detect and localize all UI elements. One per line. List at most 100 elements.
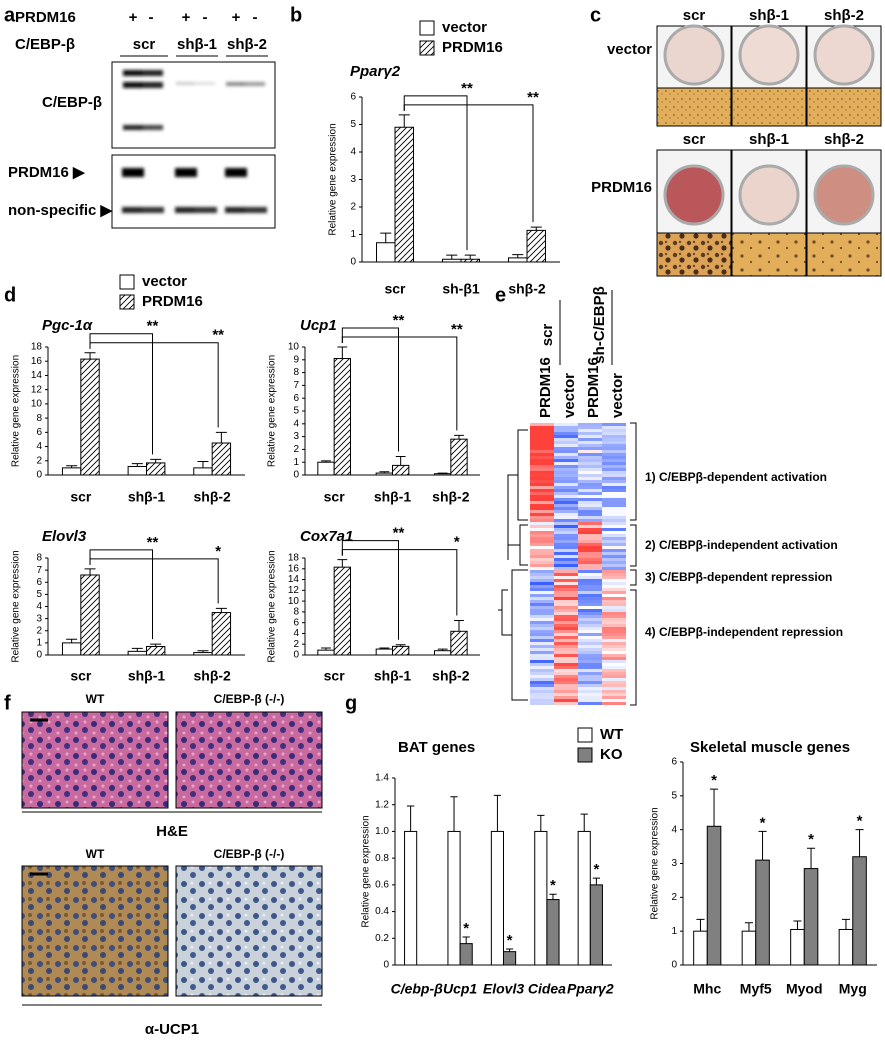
heatmap-cell [602, 528, 626, 531]
heatmap-cell [554, 462, 578, 465]
heatmap-cell [530, 435, 554, 438]
micrograph [175, 711, 323, 809]
heatmap-cell [554, 576, 578, 579]
heatmap-cell [578, 582, 602, 585]
x-tick-label: Pparγ2 [567, 981, 614, 997]
heatmap-cell [530, 459, 554, 462]
heatmap-cell [530, 483, 554, 486]
legend-swatch [119, 294, 135, 310]
error-bar [131, 647, 143, 652]
heatmap-cell [578, 600, 602, 603]
x-tick-label: scr [384, 281, 406, 297]
heatmap-cell [530, 594, 554, 597]
heatmap-cell [554, 480, 578, 483]
heatmap-cell [602, 681, 626, 684]
bar [434, 473, 452, 476]
heatmap-cell [530, 597, 554, 600]
heatmap-cell [554, 660, 578, 663]
heatmap-cell [530, 510, 554, 513]
heatmap-cell [530, 582, 554, 585]
error-bar [337, 559, 348, 568]
heatmap-cell [602, 648, 626, 651]
bar [375, 648, 393, 656]
heatmap-cell [554, 456, 578, 459]
significance-label: ** [461, 80, 473, 97]
heatmap-cell [602, 621, 626, 624]
heatmap-cell [554, 525, 578, 528]
heatmap-cell [554, 477, 578, 480]
bar [450, 630, 468, 656]
bar [392, 645, 410, 656]
heatmap-cell [530, 669, 554, 672]
bar [376, 242, 396, 263]
y-tick-label: 0 [350, 257, 356, 268]
heatmap-cell [554, 450, 578, 453]
heatmap-cell [554, 438, 578, 441]
y-tick-label: 7 [36, 565, 42, 576]
y-tick-label: 6 [293, 617, 299, 628]
heatmap-cell [602, 594, 626, 597]
y-tick-label: 10 [31, 399, 43, 410]
heatmap-cell [578, 567, 602, 570]
heatmap-cell [530, 462, 554, 465]
heatmap-cell [578, 702, 602, 705]
y-tick-label: 2 [293, 444, 299, 455]
bar [693, 930, 708, 966]
heatmap-cell [578, 525, 602, 528]
heatmap-cell [578, 504, 602, 507]
legend-label: vector [442, 19, 487, 36]
heatmap-cell [578, 618, 602, 621]
column-label: shβ-1 [749, 131, 789, 148]
heatmap-cell [602, 666, 626, 669]
heatmap-cell [578, 507, 602, 510]
bar [838, 928, 854, 966]
heatmap-cell [554, 624, 578, 627]
heatmap-cell [602, 447, 626, 450]
bar [394, 126, 414, 263]
significance-label: ** [393, 312, 405, 329]
heatmap-cell [578, 579, 602, 582]
y-axis-label: Relative gene expression [11, 550, 22, 662]
legend-swatch [419, 20, 435, 36]
heatmap-cell [602, 585, 626, 588]
heatmap-cell [578, 522, 602, 525]
heatmap-cell [530, 531, 554, 534]
heatmap-cell [602, 588, 626, 591]
x-tick-label: shβ-1 [374, 668, 412, 684]
legend-swatch [419, 40, 435, 56]
heatmap-cell [554, 426, 578, 429]
error-bar [66, 638, 78, 643]
y-axis-label: Relative gene expression [650, 807, 661, 919]
heatmap-cell [530, 513, 554, 516]
x-tick-label: shβ-1 [128, 489, 166, 505]
heatmap-cell [578, 471, 602, 474]
heatmap-cell [530, 603, 554, 606]
error-bar [437, 648, 448, 651]
heatmap-cell [602, 450, 626, 453]
column-label: scr [683, 131, 706, 148]
heatmap-cell [602, 573, 626, 576]
legend-swatch [577, 747, 593, 763]
error-bar [709, 788, 719, 827]
row-label: vector [607, 41, 652, 58]
bar [61, 642, 82, 656]
heatmap-cell [530, 687, 554, 690]
y-tick-label: 0.2 [375, 933, 389, 944]
bar [61, 467, 82, 476]
sign: + [129, 9, 138, 26]
column-label: PRDM16 [537, 357, 554, 418]
column-label: shβ-2 [824, 7, 864, 24]
heatmap-cell [602, 672, 626, 675]
heatmap-cell [554, 564, 578, 567]
heatmap-cell [554, 489, 578, 492]
y-tick-label: 5 [293, 406, 299, 417]
heatmap-cell [578, 495, 602, 498]
legend-label: vector [142, 273, 187, 290]
heatmap-cell [554, 459, 578, 462]
heatmap-cell [554, 570, 578, 573]
column-label: WT [86, 692, 105, 706]
significance-label: ** [451, 321, 463, 338]
heatmap-cell [578, 591, 602, 594]
heatmap-cell [578, 423, 602, 426]
heatmap-cell [602, 618, 626, 621]
